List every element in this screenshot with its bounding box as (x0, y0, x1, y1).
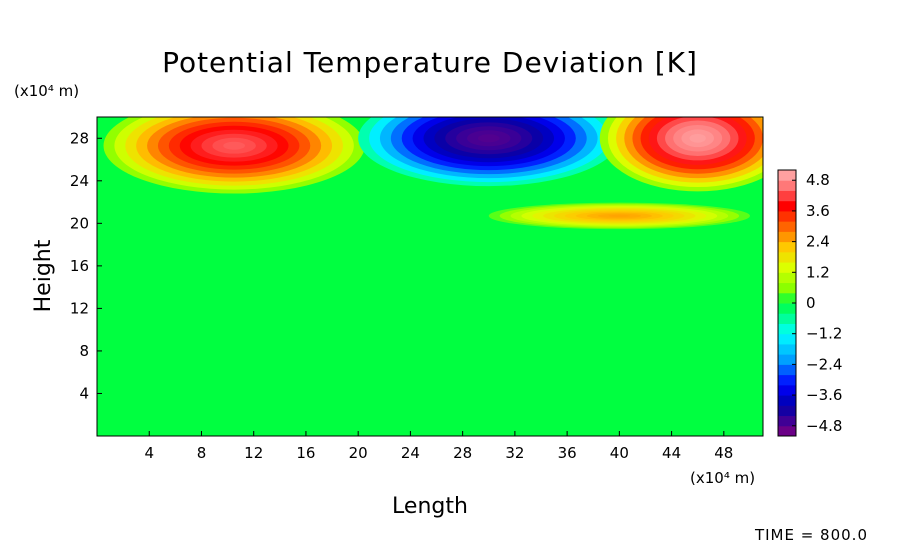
y-tick-label: 28 (70, 129, 89, 147)
colorbar-band (778, 190, 796, 202)
x-tick-label: 24 (401, 444, 420, 462)
colorbar: 4.8 3.6 2.4 1.2 0 −1.2 −2.4 −3.6 −4.8 (777, 169, 842, 437)
x-axis-unit: (x10⁴ m) (690, 469, 755, 487)
colorbar-band (778, 354, 796, 365)
colorbar-band (778, 272, 796, 284)
colorbar-band (778, 200, 796, 212)
colorbar-tick-label: 1.2 (806, 263, 830, 281)
colorbar-tick-label: 4.8 (806, 171, 830, 189)
colorbar-band (778, 251, 796, 263)
x-tick-label: 44 (662, 444, 681, 462)
colorbar-tick-label: 0 (806, 294, 816, 312)
x-tick-label: 32 (505, 444, 524, 462)
colorbar-band (778, 313, 796, 324)
colorbar-band (778, 384, 796, 396)
heatmap-band (608, 214, 631, 217)
colorbar-tick-label: −2.4 (806, 355, 842, 373)
y-tick-label: 12 (70, 299, 89, 317)
colorbar-band (778, 343, 796, 355)
time-label: TIME = 800.0 (754, 526, 868, 544)
heatmap-feature (488, 202, 750, 230)
colorbar-band (778, 323, 796, 335)
colorbar-band (778, 415, 796, 427)
heatmap-feature (358, 117, 620, 187)
colorbar-band (778, 210, 796, 222)
colorbar-tick-label: 3.6 (806, 202, 830, 220)
chart-title: Potential Temperature Deviation [K] (162, 46, 698, 79)
colorbar-band (778, 282, 796, 294)
x-tick-label: 20 (349, 444, 368, 462)
x-tick-label: 12 (244, 444, 263, 462)
x-tick-label: 4 (144, 444, 154, 462)
colorbar-band (778, 425, 796, 437)
colorbar-band (778, 395, 796, 406)
colorbar-band (778, 180, 796, 191)
x-tick-label: 28 (453, 444, 472, 462)
colorbar-band (778, 333, 796, 345)
colorbar-tick-label: 2.4 (806, 233, 830, 251)
colorbar-tick-label: −1.2 (806, 325, 842, 343)
heatmap-feature (103, 117, 365, 194)
y-tick-label: 8 (79, 342, 89, 360)
y-axis-label: Height (31, 239, 56, 312)
colorbar-band (778, 262, 796, 273)
y-tick-label: 16 (70, 257, 89, 275)
colorbar-band (778, 292, 796, 304)
y-axis-unit: (x10⁴ m) (14, 82, 79, 100)
x-tick-label: 48 (714, 444, 733, 462)
heatmap-band (477, 134, 500, 143)
y-tick-label: 24 (70, 172, 89, 190)
x-axis-label: Length (392, 494, 468, 519)
colorbar-band (778, 221, 796, 232)
colorbar-band (778, 170, 796, 181)
colorbar-band (778, 374, 796, 386)
heatmap-band (689, 133, 706, 143)
plot-frame (96, 116, 764, 437)
y-tick-label: 4 (79, 384, 89, 402)
colorbar-band (778, 303, 796, 314)
colorbar-band (778, 231, 796, 243)
x-tick-label: 16 (296, 444, 315, 462)
colorbar-band (778, 405, 796, 417)
colorbar-band (778, 364, 796, 376)
heatmap-band (223, 141, 245, 150)
colorbar-band (778, 241, 796, 253)
colorbar-tick-label: −3.6 (806, 386, 842, 404)
x-tick-label: 40 (610, 444, 629, 462)
x-tick-label: 8 (197, 444, 207, 462)
heatmap-feature (599, 117, 763, 192)
x-tick-label: 36 (558, 444, 577, 462)
y-tick-label: 20 (70, 214, 89, 232)
colorbar-tick-label: −4.8 (806, 417, 842, 435)
